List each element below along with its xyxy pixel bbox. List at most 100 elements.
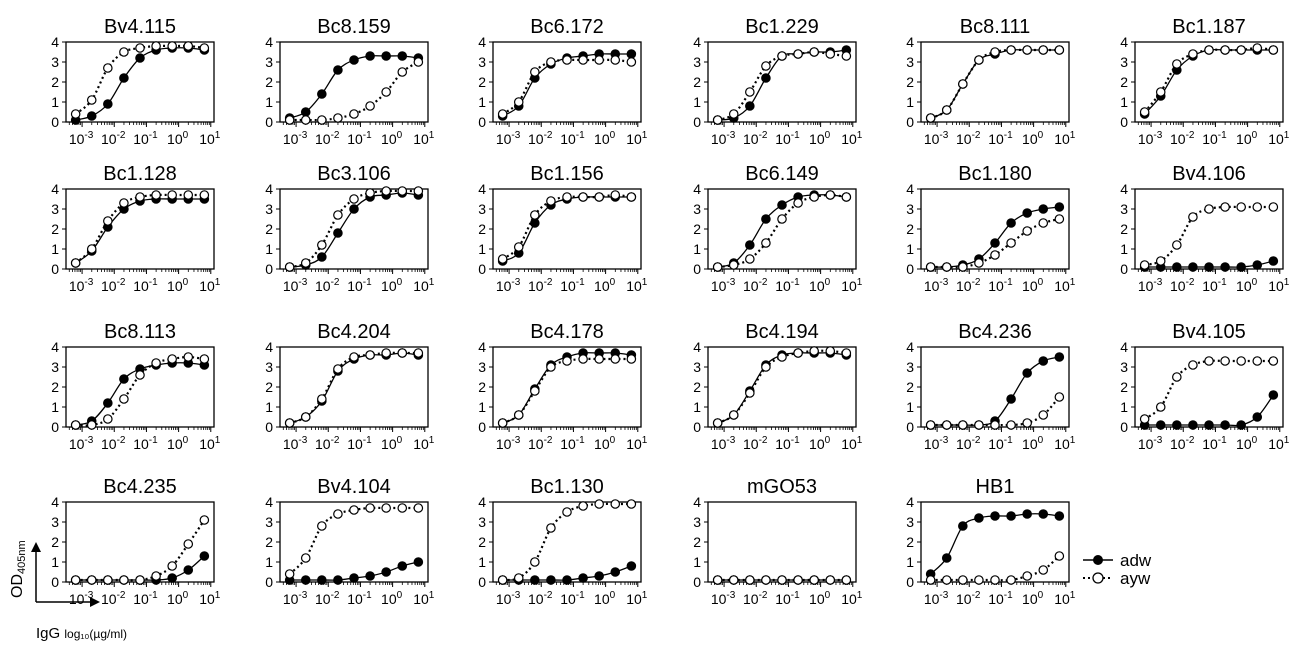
- point-ayw: [151, 358, 161, 368]
- x-tick-label: 10-1: [1202, 435, 1227, 452]
- y-tick-label: 2: [1120, 221, 1128, 237]
- point-ayw: [381, 186, 391, 196]
- point-adw: [974, 513, 984, 523]
- x-tick-label: 10-3: [496, 130, 521, 147]
- point-adw: [530, 575, 540, 585]
- point-adw: [562, 575, 572, 585]
- point-ayw: [1139, 260, 1150, 270]
- y-tick-label: 4: [51, 34, 59, 50]
- point-ayw: [990, 420, 1000, 430]
- y-tick-label: 2: [1120, 379, 1128, 395]
- point-ayw: [199, 354, 210, 364]
- point-ayw: [1268, 45, 1279, 55]
- x-tick-label: 10-1: [347, 277, 372, 294]
- point-ayw: [990, 575, 1000, 585]
- point-ayw: [974, 575, 984, 585]
- curve-adw: [289, 192, 419, 268]
- point-ayw: [381, 503, 391, 513]
- x-tick-label: 10-1: [1202, 277, 1227, 294]
- point-ayw: [1236, 356, 1246, 366]
- point-adw: [119, 73, 129, 83]
- y-tick-label: 4: [265, 339, 273, 355]
- point-ayw: [86, 420, 97, 430]
- point-ayw: [365, 350, 375, 360]
- panel-title: Bc3.106: [317, 163, 390, 185]
- point-ayw: [300, 412, 311, 422]
- y-tick-label: 1: [478, 241, 486, 257]
- y-tick-label: 4: [693, 339, 701, 355]
- panel-bc3-106: Bc3.106 0 1 2 3 4 10-3 10-2 10-1 100 101: [265, 163, 435, 294]
- y-tick-label: 1: [693, 554, 701, 570]
- point-ayw: [333, 210, 343, 220]
- point-ayw: [626, 57, 637, 67]
- x-tick-label: 10-2: [743, 130, 768, 147]
- point-ayw: [793, 198, 803, 208]
- y-tick-label: 1: [478, 399, 486, 415]
- point-ayw: [841, 575, 852, 585]
- point-adw: [413, 557, 424, 567]
- point-ayw: [712, 575, 723, 585]
- point-ayw: [610, 190, 621, 200]
- point-ayw: [728, 260, 739, 270]
- y-tick-label: 0: [693, 419, 701, 435]
- y-tick-label: 4: [478, 494, 486, 510]
- point-ayw: [1006, 238, 1016, 248]
- point-ayw: [1220, 356, 1230, 366]
- panel-title: Bc6.149: [745, 163, 818, 185]
- x-tick-label: 100: [381, 277, 403, 294]
- y-tick-label: 3: [693, 514, 701, 530]
- panel-bc4-204: Bc4.204 0 1 2 3 4 10-3 10-2 10-1 100 101: [265, 321, 435, 452]
- point-ayw: [103, 414, 113, 424]
- y-tick-label: 4: [1120, 181, 1128, 197]
- point-ayw: [413, 348, 424, 358]
- point-ayw: [610, 499, 621, 509]
- x-tick-label: 10-1: [775, 130, 800, 147]
- y-tick-label: 4: [265, 494, 273, 510]
- x-tick-label: 10-2: [315, 130, 340, 147]
- y-tick-label: 4: [693, 494, 701, 510]
- curve-adw: [930, 513, 1060, 575]
- x-tick-label: 101: [413, 277, 435, 294]
- x-tick-label: 101: [1268, 130, 1290, 147]
- panel-bv4-104: Bv4.104 0 1 2 3 4 10-3 10-2 10-1 100 101: [265, 476, 435, 607]
- panel-title: Bc1.180: [958, 163, 1031, 185]
- y-tick-label: 0: [906, 574, 914, 590]
- point-ayw: [135, 192, 145, 202]
- point-ayw: [1252, 202, 1263, 212]
- point-ayw: [397, 67, 408, 77]
- point-adw: [103, 398, 113, 408]
- x-tick-label: 10-3: [1138, 277, 1163, 294]
- y-tick-label: 3: [693, 201, 701, 217]
- point-ayw: [1172, 372, 1182, 382]
- x-tick-label: 10-1: [988, 590, 1013, 607]
- panel-title: Bc1.187: [1172, 16, 1245, 38]
- point-adw: [958, 521, 968, 531]
- point-ayw: [825, 575, 836, 585]
- y-tick-label: 4: [906, 181, 914, 197]
- point-adw: [546, 575, 556, 585]
- point-adw: [135, 53, 145, 63]
- point-ayw: [119, 394, 129, 404]
- x-tick-label: 100: [809, 130, 831, 147]
- y-tick-label: 2: [478, 74, 486, 90]
- point-ayw: [167, 561, 177, 571]
- x-tick-label: 101: [199, 277, 221, 294]
- point-ayw: [809, 346, 819, 356]
- point-adw: [349, 573, 359, 583]
- point-ayw: [317, 115, 327, 125]
- point-ayw: [397, 503, 408, 513]
- x-tick-label: 100: [381, 435, 403, 452]
- panel-title: Bc4.235: [103, 476, 176, 498]
- point-ayw: [86, 244, 97, 254]
- y-tick-label: 0: [51, 261, 59, 277]
- y-tick-label: 4: [51, 494, 59, 510]
- point-ayw: [1054, 392, 1065, 402]
- panel-bc4-235: Bc4.235 0 1 2 3 4 10-3 10-2 10-1 100 101: [51, 476, 221, 607]
- x-tick-label: 10-1: [133, 435, 158, 452]
- point-ayw: [1022, 226, 1032, 236]
- point-ayw: [974, 420, 984, 430]
- y-tick-label: 0: [1120, 261, 1128, 277]
- point-adw: [1054, 202, 1065, 212]
- y-tick-label: 3: [1120, 359, 1128, 375]
